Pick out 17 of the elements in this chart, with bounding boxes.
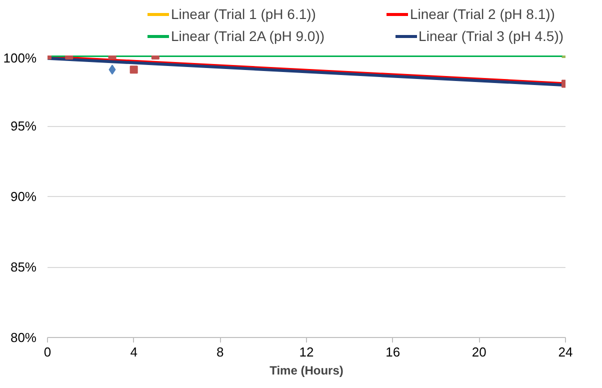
y-tick-label: 85% — [10, 260, 37, 274]
legend-label: Linear (Trial 1 (pH 6.1)) — [171, 6, 316, 22]
x-tick-label: 24 — [558, 344, 573, 360]
legend-label: Linear (Trial 2 (pH 8.1)) — [410, 6, 555, 22]
x-tick-label: 4 — [130, 344, 138, 360]
x-axis-title: Time (Hours) — [270, 364, 344, 378]
x-tick-label: 0 — [44, 344, 52, 360]
x-tick-label: 20 — [472, 344, 486, 360]
x-tick-label: 12 — [299, 344, 314, 360]
y-tick-label: 80% — [10, 330, 37, 345]
y-tick-label: 100% — [3, 50, 37, 66]
x-tick-label: 8 — [216, 344, 224, 360]
y-tick-label: 95% — [10, 118, 37, 134]
legend-label: Linear (Trial 3 (pH 4.5)) — [418, 28, 564, 44]
y-tick-label: 90% — [10, 189, 37, 204]
x-tick-label: 16 — [386, 344, 400, 360]
legend-label: Linear (Trial 2A (pH 9.0)) — [171, 28, 325, 44]
